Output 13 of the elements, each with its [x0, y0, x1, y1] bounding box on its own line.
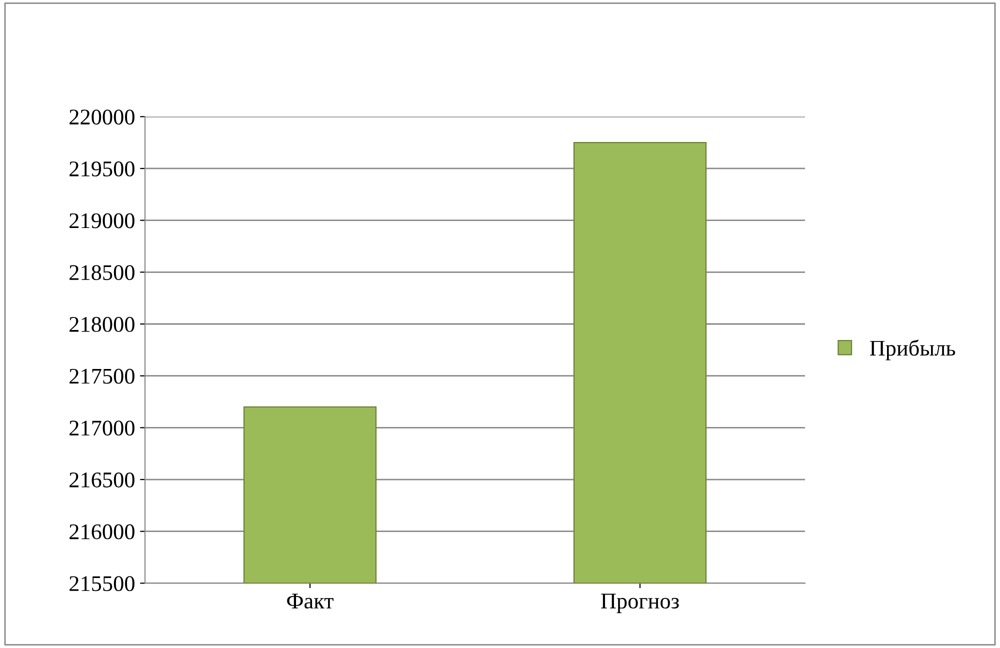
y-tick-label: 216500: [70, 472, 134, 488]
y-tick-label: 216000: [70, 524, 134, 540]
y-tick-label: 215500: [70, 576, 134, 592]
legend-label: Прибыль: [870, 340, 956, 360]
y-tick-label: 219000: [70, 213, 134, 228]
y-tick-label: 219500: [70, 161, 134, 176]
y-tick-label: 218500: [70, 265, 134, 280]
y-tick-label: 218000: [70, 316, 134, 332]
x-tick-label: Факт: [287, 594, 334, 609]
y-tick-label: 217500: [70, 368, 134, 384]
y-tick-label: 217000: [70, 420, 134, 436]
x-tick-label: Прогноз: [601, 594, 679, 614]
y-tick-label: 220000: [70, 110, 134, 125]
